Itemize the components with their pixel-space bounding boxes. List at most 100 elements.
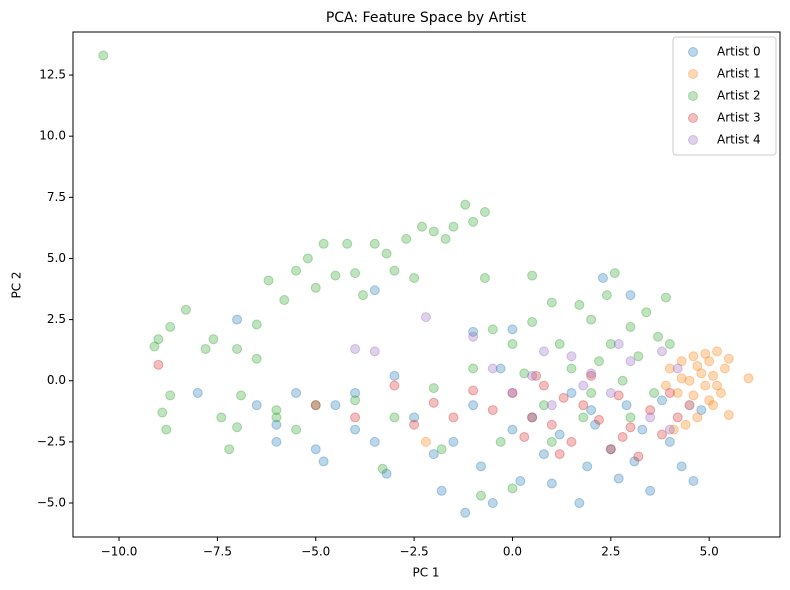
point (381, 468, 392, 479)
x-tick-label: −10.0 (101, 545, 138, 559)
point (428, 397, 439, 408)
point (664, 436, 675, 447)
point (712, 346, 723, 357)
point (377, 463, 388, 474)
point (271, 436, 282, 447)
point (291, 265, 302, 276)
point (700, 380, 711, 391)
point (715, 387, 726, 398)
point (664, 387, 675, 398)
y-tick-label: 7.5 (47, 190, 66, 204)
point (609, 268, 620, 279)
series (192, 273, 707, 518)
point (538, 380, 549, 391)
point (409, 412, 420, 423)
point (676, 461, 687, 472)
point (566, 363, 577, 374)
point (625, 412, 636, 423)
point (330, 400, 341, 411)
point (527, 412, 538, 423)
point (656, 395, 667, 406)
point (436, 485, 447, 496)
point (468, 400, 479, 411)
point (680, 419, 691, 430)
point (468, 216, 479, 227)
point (342, 238, 353, 249)
point (318, 456, 329, 467)
point (369, 238, 380, 249)
point (672, 387, 683, 398)
point (641, 307, 652, 318)
point (369, 346, 380, 357)
point (546, 478, 557, 489)
point (633, 451, 644, 462)
chart-title: PCA: Feature Space by Artist (326, 10, 527, 26)
point (428, 226, 439, 237)
point (578, 380, 589, 391)
point (448, 221, 459, 232)
point (586, 387, 597, 398)
point (468, 331, 479, 342)
point (232, 343, 243, 354)
y-tick-label: 0.0 (47, 373, 66, 387)
legend-marker (688, 135, 698, 145)
point (704, 356, 715, 367)
point (653, 331, 664, 342)
point (656, 346, 667, 357)
point (645, 485, 656, 496)
point (279, 295, 290, 306)
point (684, 375, 695, 386)
point (475, 461, 486, 472)
point (625, 321, 636, 332)
x-tick-label: −7.5 (203, 545, 232, 559)
point (601, 290, 612, 301)
point (369, 436, 380, 447)
point (318, 238, 329, 249)
series (350, 312, 695, 435)
point (507, 387, 518, 398)
point (621, 400, 632, 411)
y-tick-label: 12.5 (39, 68, 66, 82)
point (625, 290, 636, 301)
point (479, 273, 490, 284)
legend-label: Artist 1 (717, 67, 761, 81)
point (538, 346, 549, 357)
x-axis-label: PC 1 (412, 566, 439, 580)
point (310, 282, 321, 293)
point (310, 400, 321, 411)
point (649, 387, 660, 398)
point (538, 400, 549, 411)
point (507, 324, 518, 335)
point (554, 339, 565, 350)
point (192, 387, 203, 398)
point (723, 353, 734, 364)
point (546, 436, 557, 447)
point (660, 380, 671, 391)
point (613, 390, 624, 401)
x-tick-label: −2.5 (400, 545, 429, 559)
point (507, 424, 518, 435)
point (684, 400, 695, 411)
point (153, 334, 164, 345)
point (696, 368, 707, 379)
point (531, 370, 542, 381)
point (409, 273, 420, 284)
point (310, 400, 321, 411)
point (594, 356, 605, 367)
point (676, 356, 687, 367)
y-tick-label: −5.0 (37, 496, 66, 510)
point (271, 412, 282, 423)
point (350, 343, 361, 354)
point (708, 400, 719, 411)
plot-frame (72, 31, 781, 538)
point (527, 270, 538, 281)
point (401, 233, 412, 244)
point (519, 368, 530, 379)
point (350, 424, 361, 435)
legend-label: Artist 3 (717, 111, 761, 125)
point (625, 356, 636, 367)
point (664, 339, 675, 350)
point (688, 390, 699, 401)
point (554, 429, 565, 440)
